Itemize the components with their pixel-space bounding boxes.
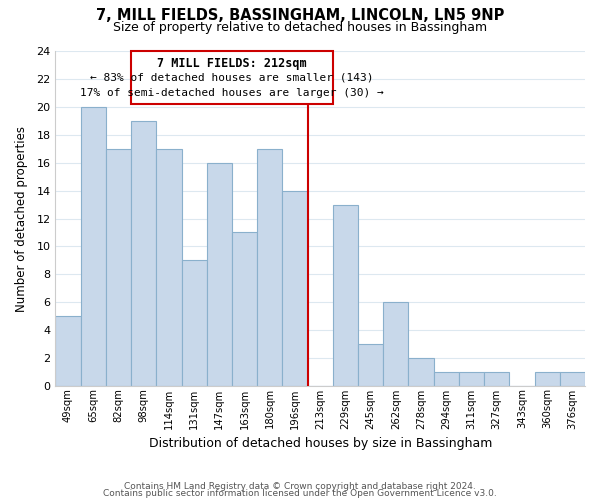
Text: Size of property relative to detached houses in Bassingham: Size of property relative to detached ho… bbox=[113, 21, 487, 34]
Bar bbox=[560, 372, 585, 386]
Y-axis label: Number of detached properties: Number of detached properties bbox=[15, 126, 28, 312]
Text: ← 83% of detached houses are smaller (143): ← 83% of detached houses are smaller (14… bbox=[90, 73, 374, 83]
Bar bbox=[182, 260, 207, 386]
Bar bbox=[207, 163, 232, 386]
Bar bbox=[484, 372, 509, 386]
Bar bbox=[535, 372, 560, 386]
Bar bbox=[459, 372, 484, 386]
Bar bbox=[106, 149, 131, 386]
Text: Contains public sector information licensed under the Open Government Licence v3: Contains public sector information licen… bbox=[103, 489, 497, 498]
Bar bbox=[333, 204, 358, 386]
Bar bbox=[131, 121, 157, 386]
Text: 17% of semi-detached houses are larger (30) →: 17% of semi-detached houses are larger (… bbox=[80, 88, 384, 98]
Bar bbox=[383, 302, 409, 386]
Bar bbox=[358, 344, 383, 386]
Bar bbox=[232, 232, 257, 386]
Bar bbox=[80, 107, 106, 386]
Text: 7 MILL FIELDS: 212sqm: 7 MILL FIELDS: 212sqm bbox=[157, 56, 307, 70]
Bar bbox=[257, 149, 283, 386]
Bar bbox=[283, 190, 308, 386]
Text: 7, MILL FIELDS, BASSINGHAM, LINCOLN, LN5 9NP: 7, MILL FIELDS, BASSINGHAM, LINCOLN, LN5… bbox=[96, 8, 504, 22]
FancyBboxPatch shape bbox=[131, 52, 333, 104]
Bar bbox=[55, 316, 80, 386]
Text: Contains HM Land Registry data © Crown copyright and database right 2024.: Contains HM Land Registry data © Crown c… bbox=[124, 482, 476, 491]
Bar bbox=[157, 149, 182, 386]
Bar bbox=[409, 358, 434, 386]
Bar bbox=[434, 372, 459, 386]
X-axis label: Distribution of detached houses by size in Bassingham: Distribution of detached houses by size … bbox=[149, 437, 492, 450]
